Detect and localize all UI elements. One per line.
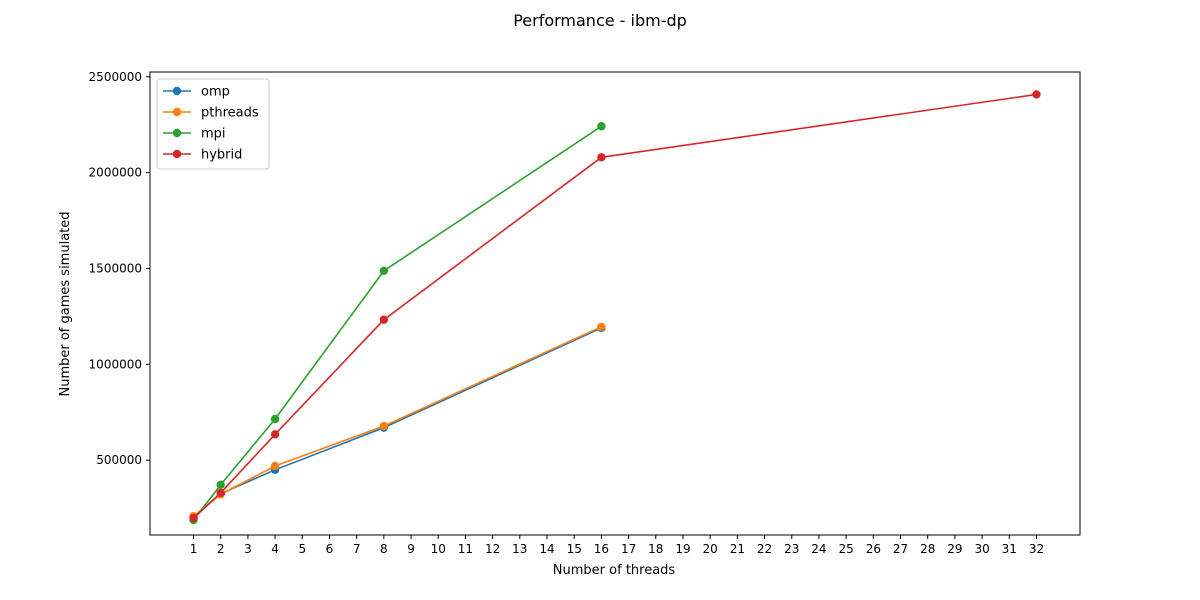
x-tick-label: 23 bbox=[784, 542, 799, 556]
series-mpi bbox=[189, 122, 606, 525]
y-tick-label: 2000000 bbox=[89, 166, 142, 180]
legend-marker bbox=[172, 86, 182, 96]
legend-marker bbox=[172, 149, 182, 159]
x-tick-label: 32 bbox=[1029, 542, 1044, 556]
x-tick-label: 4 bbox=[271, 542, 279, 556]
legend-label: hybrid bbox=[201, 148, 242, 163]
data-point-hybrid bbox=[216, 488, 225, 498]
data-point-pthreads bbox=[597, 322, 606, 331]
y-tick-label: 1500000 bbox=[89, 262, 142, 276]
y-axis-label: Number of games simulated bbox=[58, 211, 73, 396]
x-tick-label: 22 bbox=[757, 542, 772, 556]
legend-marker bbox=[172, 107, 182, 117]
x-tick-label: 5 bbox=[298, 542, 306, 556]
x-tick-label: 20 bbox=[703, 542, 718, 556]
x-tick-label: 12 bbox=[485, 542, 500, 556]
x-tick-label: 7 bbox=[353, 542, 361, 556]
x-tick-label: 13 bbox=[512, 542, 527, 556]
x-tick-label: 30 bbox=[974, 542, 989, 556]
x-tick-label: 18 bbox=[648, 542, 663, 556]
series-hybrid bbox=[189, 90, 1041, 523]
x-tick-label: 21 bbox=[730, 542, 745, 556]
x-tick-label: 29 bbox=[947, 542, 962, 556]
x-tick-label: 2 bbox=[217, 542, 225, 556]
data-point-hybrid bbox=[189, 513, 198, 523]
x-axis: 1 2 3 4 5 6 7 8 9 10 11 12 13 14 15 16 17 18 19 20 21 22 23 24 2… bbox=[190, 535, 1044, 556]
legend-item-pthreads: pthreads bbox=[163, 106, 259, 121]
x-tick-label: 19 bbox=[675, 542, 690, 556]
x-tick-label: 1 bbox=[190, 542, 198, 556]
x-tick-label: 26 bbox=[866, 542, 881, 556]
x-tick-label: 17 bbox=[621, 542, 636, 556]
x-tick-label: 11 bbox=[458, 542, 473, 556]
x-tick-label: 28 bbox=[920, 542, 935, 556]
data-point-mpi bbox=[597, 122, 606, 131]
data-point-pthreads bbox=[270, 461, 280, 471]
x-tick-label: 6 bbox=[326, 542, 334, 556]
legend-item-hybrid: hybrid bbox=[163, 148, 242, 163]
y-axis: 500000 1000000 1500000 2000000 2500000 bbox=[89, 70, 150, 467]
data-point-pthreads bbox=[379, 421, 389, 431]
y-tick-label: 1000000 bbox=[89, 357, 142, 371]
x-tick-label: 10 bbox=[431, 542, 446, 556]
series-layer bbox=[189, 90, 1041, 525]
legend-item-omp: omp bbox=[163, 85, 230, 100]
legend-frame bbox=[156, 78, 270, 170]
series-line-hybrid bbox=[192, 93, 1037, 519]
plot-frame bbox=[149, 71, 1081, 536]
legend-item-mpi: mpi bbox=[163, 127, 226, 142]
x-tick-label: 16 bbox=[594, 542, 609, 556]
data-point-hybrid bbox=[597, 153, 606, 162]
x-tick-label: 27 bbox=[893, 542, 908, 556]
legend-label: pthreads bbox=[201, 106, 259, 121]
x-tick-label: 8 bbox=[380, 542, 388, 556]
y-tick-label: 2500000 bbox=[89, 70, 142, 84]
legend-label: mpi bbox=[201, 127, 226, 142]
y-tick-label: 500000 bbox=[96, 453, 142, 467]
x-tick-label: 3 bbox=[244, 542, 252, 556]
x-tick-label: 24 bbox=[811, 542, 826, 556]
data-point-mpi bbox=[379, 266, 389, 276]
data-point-hybrid bbox=[1032, 90, 1041, 99]
data-point-mpi bbox=[216, 480, 225, 489]
x-tick-label: 15 bbox=[567, 542, 582, 556]
x-tick-label: 31 bbox=[1002, 542, 1017, 556]
legend: omp pthreads mpi hybrid bbox=[156, 78, 270, 170]
legend-label: omp bbox=[201, 85, 230, 100]
x-tick-label: 25 bbox=[838, 542, 853, 556]
data-point-hybrid bbox=[270, 430, 280, 439]
plot-area bbox=[149, 71, 1081, 536]
series-line-mpi bbox=[192, 125, 602, 521]
series-line-omp bbox=[192, 327, 602, 518]
legend-marker bbox=[172, 128, 182, 138]
chart-title: Performance - ibm-dp bbox=[513, 11, 687, 30]
x-axis-label: Number of threads bbox=[553, 563, 676, 578]
x-tick-label: 14 bbox=[539, 542, 554, 556]
data-point-hybrid bbox=[379, 315, 389, 324]
x-tick-label: 9 bbox=[407, 542, 415, 556]
data-point-mpi bbox=[270, 414, 280, 424]
